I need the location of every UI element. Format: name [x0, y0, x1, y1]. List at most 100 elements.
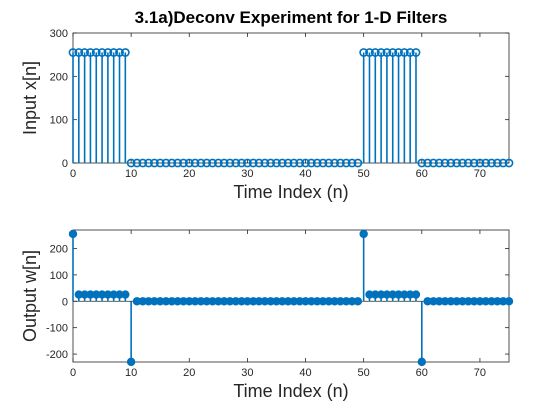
stem-marker — [492, 158, 502, 168]
x-axis-label: Time Index (n) — [233, 182, 348, 202]
stem-marker — [312, 158, 322, 168]
stem-marker — [306, 158, 316, 168]
stem-marker — [382, 48, 392, 57]
stem-marker — [149, 158, 159, 168]
stem-marker — [376, 48, 386, 57]
x-tick-label: 20 — [183, 168, 195, 180]
y-tick-label: 0 — [62, 158, 68, 170]
x-tick-label: 50 — [358, 168, 370, 180]
stem-marker — [429, 158, 438, 168]
stem-marker — [324, 158, 334, 168]
stem-marker — [440, 158, 450, 168]
x-tick-label: 20 — [183, 367, 195, 379]
y-axis-label: Input x[n] — [20, 61, 40, 135]
axes-box — [72, 32, 510, 164]
stem-marker — [213, 158, 223, 168]
x-tick-label: 70 — [474, 168, 486, 180]
stem-marker — [184, 158, 194, 168]
stem-marker — [272, 158, 281, 168]
axes-box — [72, 229, 510, 363]
stem-marker — [115, 48, 124, 57]
y-tick-label: -100 — [46, 323, 68, 335]
y-tick-label: -200 — [46, 349, 68, 361]
stem-marker — [481, 158, 491, 168]
x-tick-label: 70 — [474, 367, 486, 379]
x-tick-label: 50 — [358, 367, 370, 379]
x-tick-label: 10 — [125, 367, 137, 379]
stem-marker — [202, 158, 212, 168]
y-axis-label: Output w[n] — [20, 250, 40, 342]
stem-marker — [370, 48, 380, 57]
stem-marker — [283, 158, 293, 168]
stem-marker — [126, 158, 136, 168]
stem-marker — [289, 158, 299, 168]
stem-marker — [109, 48, 119, 57]
stem-marker — [475, 158, 485, 168]
x-axis-label: Time Index (n) — [233, 381, 348, 401]
input-signal-plot: 0 10 20 30 40 50 60 70 0 100 200 300 3.1a)Deconv Exp… — [20, 8, 514, 202]
stem-marker — [277, 158, 287, 168]
stem-marker — [121, 290, 130, 299]
stem-marker — [161, 158, 171, 168]
stem-marker — [68, 229, 78, 239]
y-tick-label: 100 — [50, 270, 68, 282]
stem-marker — [347, 158, 357, 168]
stem-marker — [103, 48, 113, 57]
x-tick-label: 10 — [125, 168, 137, 180]
stem-marker — [248, 158, 258, 168]
stem-marker — [86, 48, 95, 57]
stem-marker — [405, 48, 415, 57]
x-tick-label: 40 — [299, 367, 311, 379]
stem-marker — [254, 158, 264, 168]
stem-marker — [190, 158, 200, 168]
stem-marker — [417, 357, 426, 367]
stem-marker — [411, 48, 421, 57]
stem-marker — [330, 158, 339, 168]
stem-marker — [353, 158, 363, 168]
stem-marker — [126, 357, 136, 367]
stem-marker — [208, 158, 217, 168]
y-tick-label: 200 — [50, 71, 68, 83]
x-tick-label: 60 — [416, 168, 428, 180]
stem-marker — [504, 297, 514, 306]
stem-marker — [359, 48, 369, 57]
stem-marker — [411, 290, 421, 299]
stem-marker — [74, 48, 84, 57]
stem-marker — [318, 158, 328, 168]
x-tick-label: 60 — [416, 367, 428, 379]
stem-marker — [434, 158, 444, 168]
stem-marker — [504, 158, 514, 168]
stem-marker — [231, 158, 241, 168]
stem-marker — [91, 48, 101, 57]
stem-marker — [219, 158, 229, 168]
stem-marker — [359, 229, 368, 239]
stem-marker — [196, 158, 206, 168]
stem-marker — [179, 158, 188, 168]
stem-marker — [144, 158, 153, 168]
stem-marker — [365, 48, 374, 57]
stem-marker — [417, 158, 427, 168]
stem-marker — [155, 158, 165, 168]
y-tick-label: 100 — [50, 115, 68, 127]
stem-marker — [388, 48, 398, 57]
x-tick-label: 40 — [299, 168, 311, 180]
stem-marker — [225, 158, 235, 168]
x-tick-label: 30 — [241, 168, 253, 180]
stem-marker — [138, 158, 148, 168]
y-tick-label: 200 — [50, 243, 68, 255]
x-tick-label: 0 — [70, 168, 76, 180]
stem-marker — [469, 158, 479, 168]
y-tick-label: 0 — [62, 296, 68, 308]
stem-marker — [458, 158, 467, 168]
stem-marker — [394, 48, 403, 57]
stem-marker — [341, 158, 351, 168]
y-tick-label: 300 — [50, 28, 68, 40]
stem-marker — [97, 48, 107, 57]
stem-marker — [167, 158, 177, 168]
stem-marker — [399, 48, 409, 57]
stem-marker — [452, 158, 462, 168]
stem-marker — [260, 158, 270, 168]
stem-marker — [301, 158, 310, 168]
stem-marker — [80, 48, 90, 57]
stem-marker — [173, 158, 183, 168]
